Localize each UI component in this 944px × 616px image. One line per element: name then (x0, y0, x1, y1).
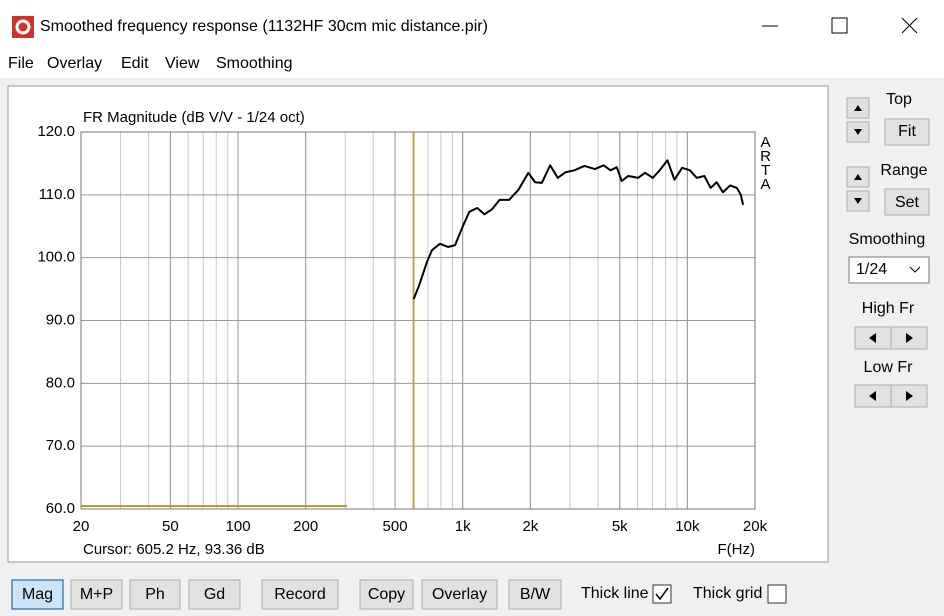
x-tick-label: 2k (522, 518, 538, 535)
toolbar-button[interactable] (70, 579, 123, 610)
menu-item[interactable]: Edit (121, 55, 149, 72)
label: Low Fr (864, 359, 914, 376)
label: Top (886, 91, 912, 108)
arrow (869, 391, 876, 401)
chart-title: FR Magnitude (dB V/V - 1/24 oct) (83, 109, 305, 126)
toolbar-button[interactable] (359, 579, 414, 610)
maximize-button[interactable] (831, 17, 848, 34)
toolbar-button-label: B/W (520, 586, 551, 603)
dropdown-arrow (909, 266, 921, 273)
y-tick-label: 60.0 (46, 500, 75, 517)
menu-bar (0, 50, 944, 78)
x-tick-label: 200 (293, 518, 318, 535)
dropdown-value: 1/24 (856, 261, 887, 278)
arrow (854, 174, 862, 180)
toolbar-button-label: Record (274, 586, 326, 603)
toolbar-button[interactable] (508, 579, 562, 610)
response-line (412, 159, 745, 300)
x-tick-label: 10k (675, 518, 700, 535)
toolbar-button-label: Gd (204, 586, 225, 603)
toolbar-button[interactable] (261, 579, 339, 610)
toolbar-button-label: Ph (145, 586, 165, 603)
menu-item[interactable]: Smoothing (216, 55, 293, 72)
arrow (854, 105, 862, 111)
button[interactable] (884, 188, 930, 216)
close-button[interactable] (901, 17, 918, 34)
checkbox[interactable] (767, 584, 787, 604)
y-tick-label: 110.0 (39, 186, 75, 203)
toolbar-button[interactable] (421, 579, 498, 610)
toolbar-button-label: M+P (80, 586, 113, 603)
y-tick-label: 90.0 (46, 311, 75, 328)
button[interactable] (884, 118, 930, 146)
arrow (906, 391, 913, 401)
toolbar-button-label: Overlay (432, 586, 487, 603)
x-tick-label: 20k (743, 518, 768, 535)
button-label: Set (895, 194, 920, 211)
checkbox-label: Thick grid (693, 585, 762, 602)
title-bar (0, 0, 944, 50)
watermark: ARTA (757, 134, 774, 190)
arrow (906, 333, 913, 343)
toolbar-button[interactable] (129, 579, 181, 610)
plot-frame (80, 131, 756, 510)
checkbox-label: Thick line (581, 585, 649, 602)
button-label: Fit (898, 123, 916, 140)
toolbar-button-label: Mag (22, 586, 53, 603)
x-tick-label: 20 (73, 518, 90, 535)
checkbox[interactable] (652, 584, 672, 604)
window-title: Smoothed frequency response (1132HF 30cm… (40, 18, 488, 35)
toolbar-button-label: Copy (368, 586, 405, 603)
label: Smoothing (849, 231, 926, 248)
x-tick-label: 50 (162, 518, 179, 535)
y-tick-label: 120.0 (37, 123, 75, 140)
label: High Fr (862, 300, 915, 317)
x-tick-label: 500 (383, 518, 408, 535)
menu-item[interactable]: File (8, 55, 34, 72)
x-tick-label: 100 (226, 518, 251, 535)
x-axis-label: F(Hz) (718, 541, 756, 558)
toolbar-button[interactable] (11, 579, 64, 610)
app-icon-mark (15, 19, 31, 35)
toolbar-button[interactable] (188, 579, 241, 610)
menu-item[interactable]: View (165, 55, 200, 72)
y-tick-label: 80.0 (46, 374, 75, 391)
x-tick-label: 1k (455, 518, 471, 535)
cursor-readout: Cursor: 605.2 Hz, 93.36 dB (83, 541, 265, 558)
label: Range (880, 162, 927, 179)
arrow (854, 129, 862, 135)
arrow (869, 333, 876, 343)
checkmark (655, 587, 669, 601)
app-icon (12, 16, 34, 38)
x-tick-label: 5k (612, 518, 628, 535)
menu-item[interactable]: Overlay (47, 55, 102, 72)
chart-panel (7, 85, 829, 563)
arrow (854, 198, 862, 204)
dropdown[interactable] (848, 256, 930, 284)
y-tick-label: 100.0 (37, 249, 75, 266)
y-tick-label: 70.0 (46, 437, 75, 454)
